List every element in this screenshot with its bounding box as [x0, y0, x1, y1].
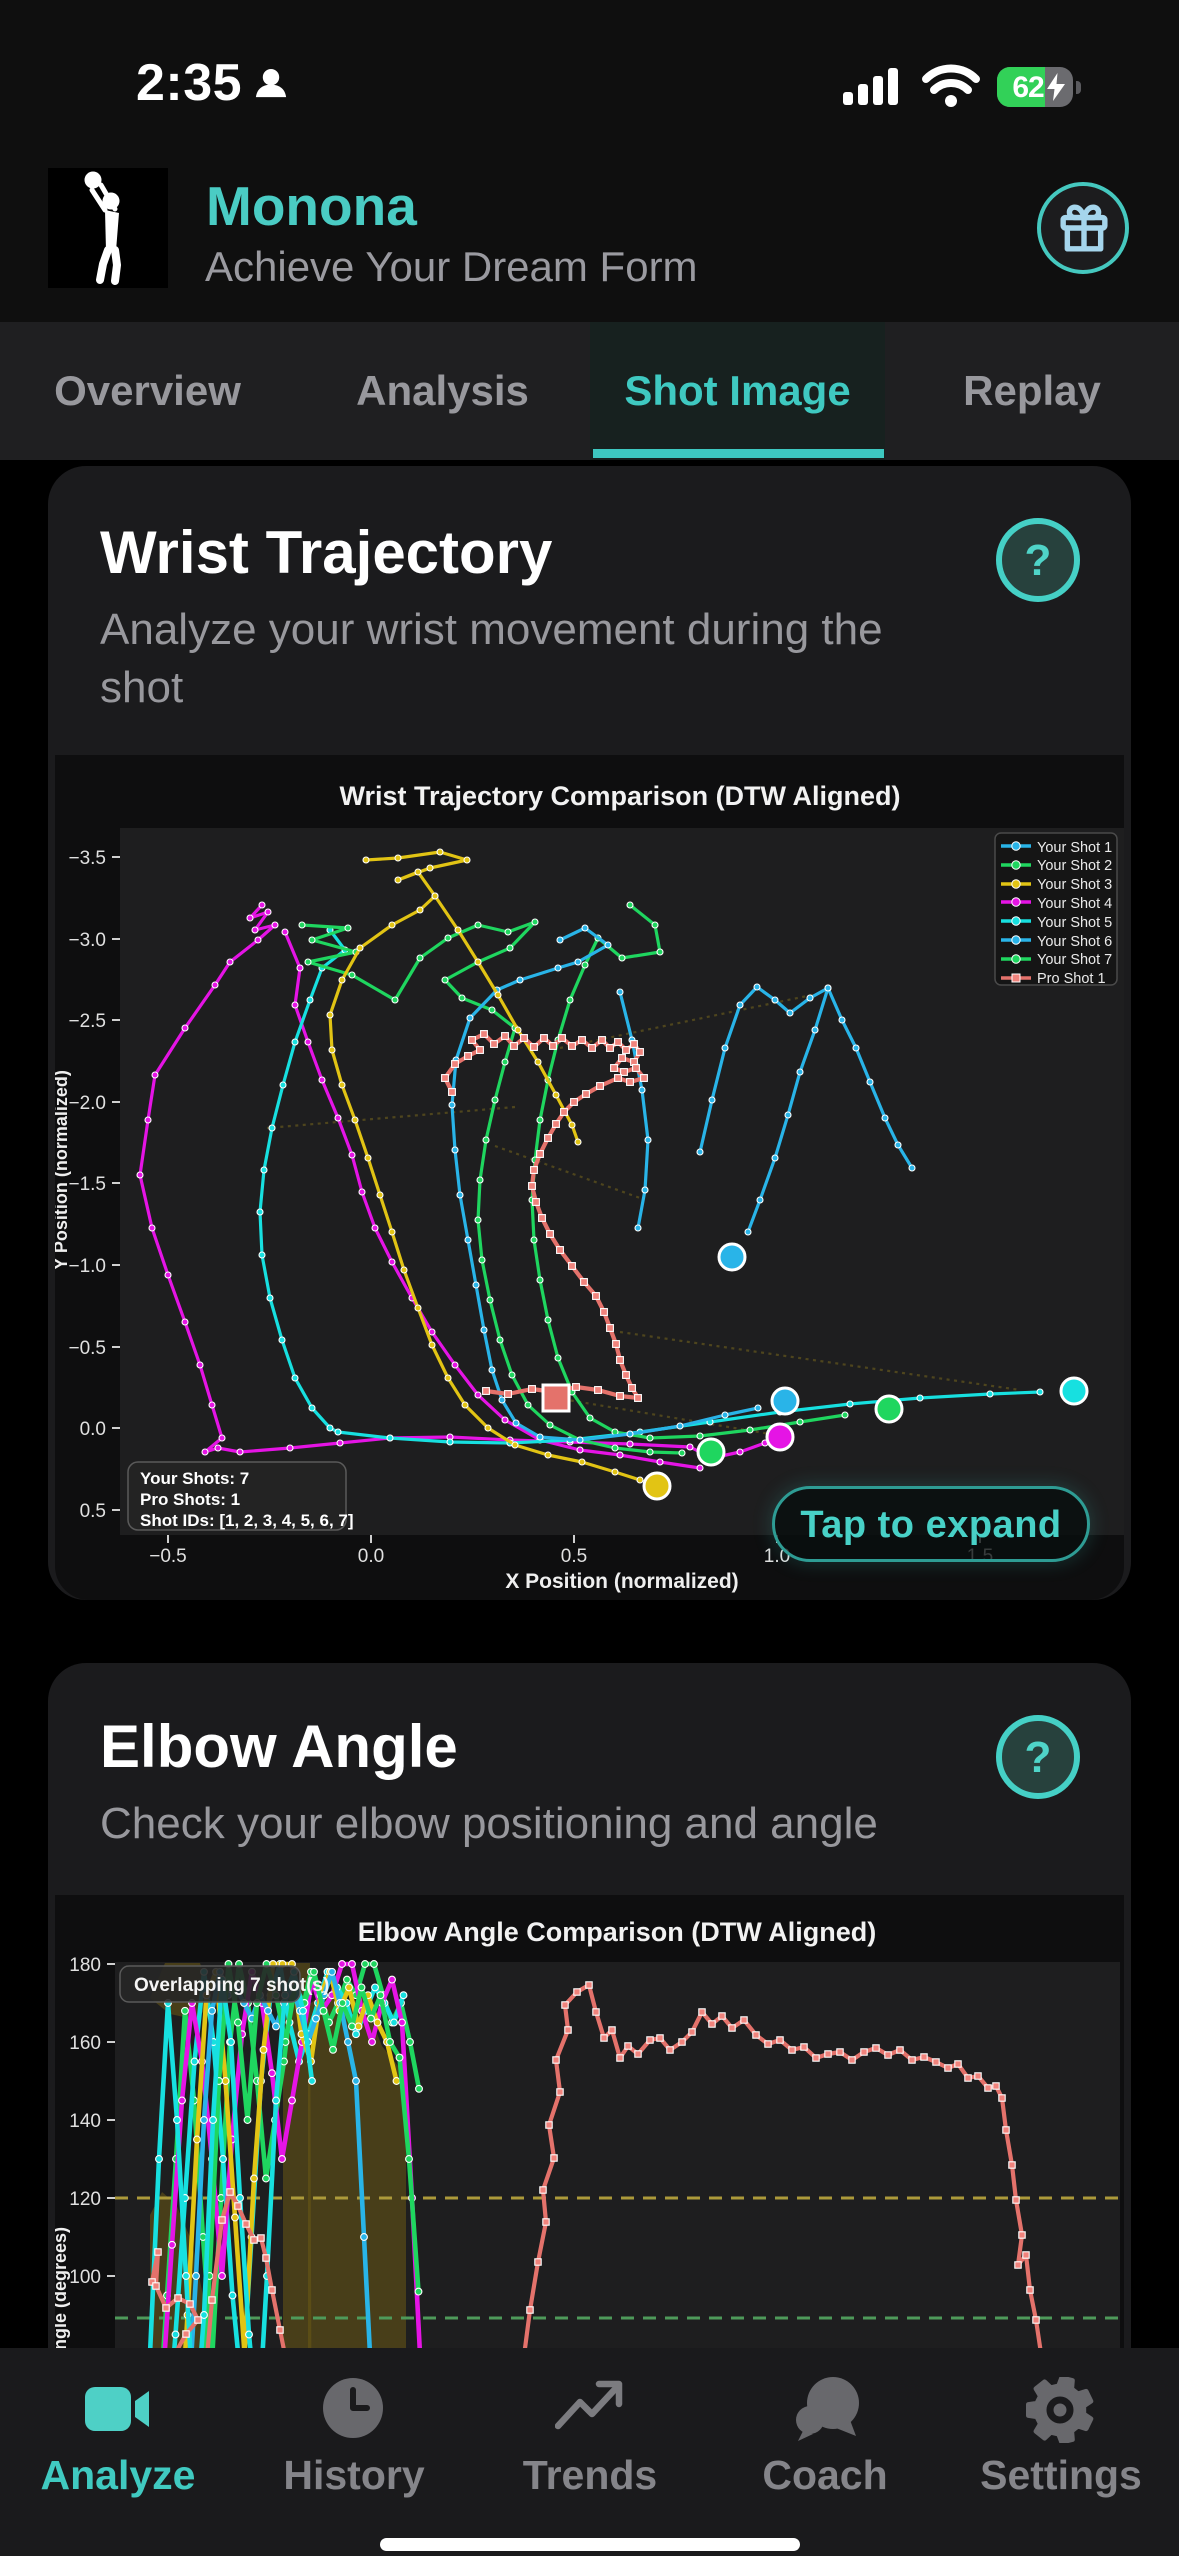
svg-text:−2.5: −2.5	[68, 1011, 106, 1032]
svg-text:Your Shot 1: Your Shot 1	[1037, 840, 1112, 856]
svg-text:−2.0: −2.0	[68, 1093, 106, 1114]
svg-text:140: 140	[69, 2111, 101, 2132]
svg-text:−3.5: −3.5	[68, 848, 106, 869]
svg-text:−1.5: −1.5	[68, 1174, 106, 1195]
svg-text:Your Shot 3: Your Shot 3	[1037, 877, 1112, 893]
svg-text:Elbow Angle Comparison (DTW Al: Elbow Angle Comparison (DTW Aligned)	[358, 1917, 876, 1947]
svg-text:−0.5: −0.5	[68, 1338, 106, 1359]
svg-text:Your Shot 4: Your Shot 4	[1037, 896, 1112, 912]
svg-text:Wrist Trajectory Comparison (D: Wrist Trajectory Comparison (DTW Aligned…	[339, 781, 900, 811]
svg-text:Your Shot 6: Your Shot 6	[1037, 934, 1112, 950]
svg-text:160: 160	[69, 2033, 101, 2054]
svg-text:Pro Shot 1: Pro Shot 1	[1037, 971, 1106, 987]
svg-text:0.0: 0.0	[80, 1419, 106, 1440]
svg-text:−0.5: −0.5	[149, 1546, 187, 1567]
svg-text:Pro Shots: 1: Pro Shots: 1	[140, 1490, 240, 1509]
svg-text:−1.0: −1.0	[68, 1256, 106, 1277]
svg-text:Angle (degrees): Angle (degrees)	[55, 2227, 70, 2363]
svg-text:Overlapping 7 shot(s): Overlapping 7 shot(s)	[134, 1975, 329, 1996]
svg-text:Your Shot 2: Your Shot 2	[1037, 858, 1112, 874]
svg-text:Shot IDs: [1, 2, 3, 4, 5, 6, 7: Shot IDs: [1, 2, 3, 4, 5, 6, 7]	[140, 1511, 354, 1530]
svg-text:Y Position (normalized): Y Position (normalized)	[55, 1070, 71, 1270]
svg-text:Your Shots: 7: Your Shots: 7	[140, 1469, 249, 1488]
svg-text:120: 120	[69, 2189, 101, 2210]
svg-text:0.5: 0.5	[80, 1501, 106, 1522]
svg-text:100: 100	[69, 2267, 101, 2288]
svg-text:Your Shot 7: Your Shot 7	[1037, 952, 1112, 968]
svg-text:0.0: 0.0	[358, 1546, 384, 1567]
svg-text:X Position (normalized): X Position (normalized)	[505, 1570, 738, 1593]
svg-text:Your Shot 5: Your Shot 5	[1037, 915, 1112, 931]
svg-text:180: 180	[69, 1955, 101, 1976]
svg-text:−3.0: −3.0	[68, 930, 106, 951]
svg-text:0.5: 0.5	[561, 1546, 587, 1567]
